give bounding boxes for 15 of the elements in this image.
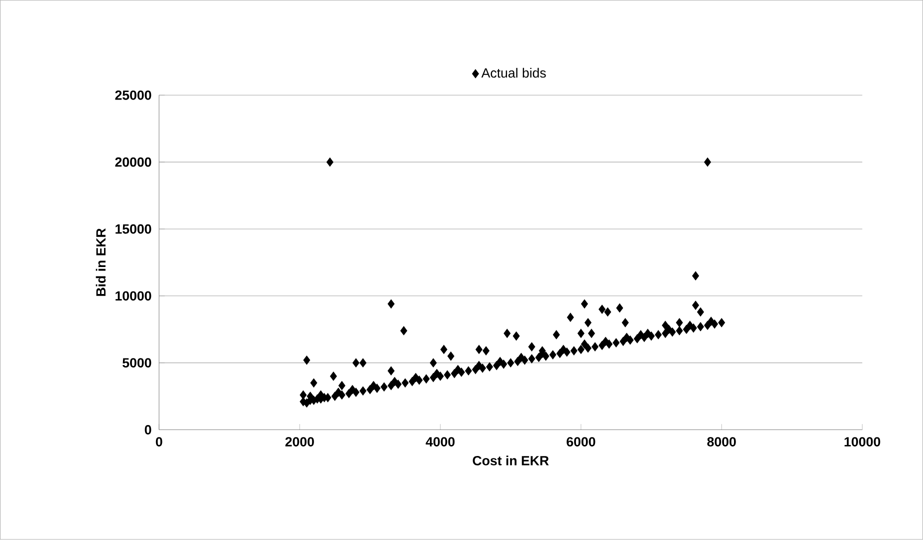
x-tick-label: 0 <box>156 437 162 447</box>
legend-label: Actual bids <box>481 68 546 78</box>
x-tick-label: 6000 <box>566 437 596 447</box>
x-tick-label: 10000 <box>844 437 880 447</box>
x-axis-title: Cost in EKR <box>472 456 549 466</box>
y-tick-label: 10000 <box>116 291 152 301</box>
y-tick-label: 15000 <box>116 224 152 234</box>
y-tick-label: 5000 <box>122 358 152 368</box>
y-tick-label: 0 <box>144 425 152 435</box>
y-tick-label: 25000 <box>115 90 152 100</box>
x-tick-label: 8000 <box>707 437 736 447</box>
x-tick-label: 2000 <box>285 437 314 447</box>
y-tick-label: 20000 <box>115 158 152 167</box>
y-axis-title: Bid in EKR <box>96 228 106 296</box>
x-tick-label: 4000 <box>426 437 455 447</box>
